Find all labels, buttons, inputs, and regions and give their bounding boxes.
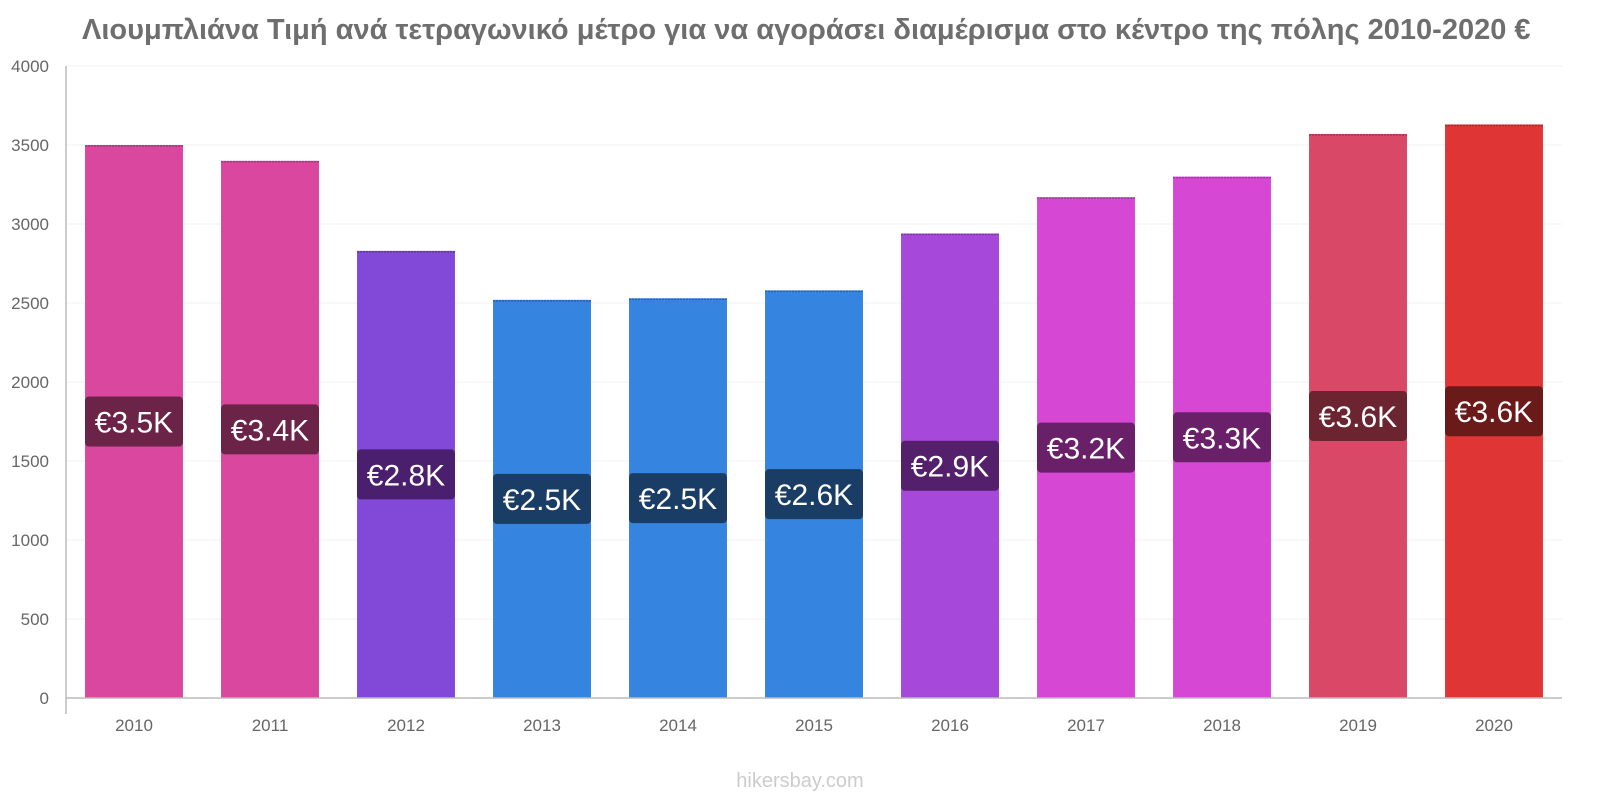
data-label-box bbox=[1037, 422, 1135, 473]
data-label-box bbox=[85, 396, 183, 447]
data-label-box bbox=[221, 404, 319, 455]
chart-title: Λιουμπλιάνα Τιμή ανά τετραγωνικό μέτρο γ… bbox=[82, 14, 1531, 46]
data-label-box bbox=[357, 449, 455, 500]
y-tick-label: 1500 bbox=[11, 452, 49, 471]
axes: 0 500 1000 1500 2000 2500 3000 3500 4000 2010 2011… bbox=[11, 57, 1562, 735]
y-tick-label: 3000 bbox=[11, 215, 49, 234]
data-label: €2.6K bbox=[775, 479, 853, 512]
x-tick-label: 2012 bbox=[387, 716, 425, 735]
x-tick-label: 2013 bbox=[523, 716, 561, 735]
watermark: hikersbay.com bbox=[736, 770, 864, 792]
x-tick-label: 2011 bbox=[252, 716, 289, 735]
y-tick-label: 4000 bbox=[11, 57, 49, 76]
y-tick-label: 2500 bbox=[11, 294, 49, 313]
x-tick-label: 2020 bbox=[1475, 716, 1513, 735]
x-tick-label: 2019 bbox=[1339, 716, 1377, 735]
x-tick-label: 2018 bbox=[1203, 716, 1241, 735]
data-label-box bbox=[1309, 390, 1407, 441]
data-label: €3.3K bbox=[1183, 422, 1261, 455]
y-tick-label: 500 bbox=[21, 610, 49, 629]
data-label: €3.6K bbox=[1455, 396, 1533, 429]
data-label: €3.5K bbox=[95, 407, 173, 440]
x-tick-label: 2016 bbox=[931, 716, 969, 735]
x-tick-label: 2017 bbox=[1067, 716, 1105, 735]
x-tick-label: 2010 bbox=[115, 716, 153, 735]
y-tick-label: 3500 bbox=[11, 136, 49, 155]
data-labels: €3.5K €3.4K €2.8K €2.5K €2.5K €2.6K €2.9K €3.2K… bbox=[85, 386, 1543, 524]
data-label: €3.6K bbox=[1319, 401, 1397, 434]
y-tick-label: 2000 bbox=[11, 373, 49, 392]
data-label: €2.8K bbox=[367, 459, 445, 492]
data-label: €3.4K bbox=[231, 414, 309, 447]
data-label-box bbox=[765, 469, 863, 520]
data-label-box bbox=[1445, 386, 1543, 437]
data-label-box bbox=[901, 440, 999, 491]
data-label: €2.5K bbox=[639, 483, 717, 516]
x-tick-label: 2015 bbox=[795, 716, 833, 735]
data-label-box bbox=[629, 473, 727, 524]
data-label: €2.5K bbox=[503, 484, 581, 517]
data-label-box bbox=[1173, 412, 1271, 463]
data-label-box bbox=[493, 473, 591, 524]
x-tick-label: 2014 bbox=[659, 716, 697, 735]
data-label: €2.9K bbox=[911, 451, 989, 484]
data-label: €3.2K bbox=[1047, 433, 1125, 466]
y-tick-label: 0 bbox=[40, 689, 49, 708]
y-tick-label: 1000 bbox=[11, 531, 49, 550]
